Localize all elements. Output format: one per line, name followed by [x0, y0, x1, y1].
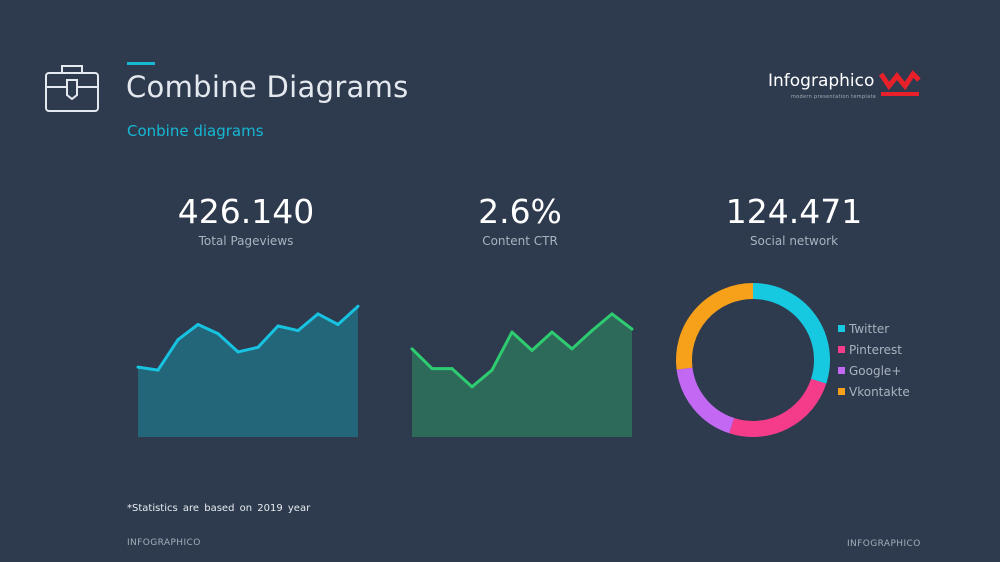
title-accent-bar [127, 62, 155, 65]
stat-social-network: 124.471 Social network [674, 192, 914, 248]
area-fill [138, 306, 358, 437]
stat-label: Social network [749, 234, 839, 248]
donut-legend: Twitter Pinterest Google+ Vkontakte [838, 318, 910, 402]
pageviews-area-chart [136, 304, 360, 437]
data-point [216, 332, 220, 336]
data-point [570, 347, 574, 351]
area-fill [412, 313, 632, 437]
data-point [236, 350, 240, 354]
data-point [196, 323, 200, 327]
series-line [410, 312, 633, 389]
footnote: *Statistics are based on 2019 year [127, 503, 311, 514]
footer-brand-left: INFOGRAPHICO [127, 538, 201, 548]
data-point [550, 330, 554, 334]
legend-item-twitter: Twitter [838, 318, 910, 339]
social-network-donut-chart [676, 283, 830, 437]
data-point [276, 324, 280, 328]
page-subtitle: Conbine diagrams [127, 122, 264, 140]
legend-label: Twitter [849, 321, 890, 336]
donut-slice-twitter [752, 283, 830, 384]
data-point [410, 347, 414, 351]
data-point [610, 312, 614, 316]
legend-swatch [838, 325, 845, 332]
data-point [590, 329, 594, 333]
legend-swatch [838, 346, 845, 353]
data-point [470, 385, 474, 389]
brand-name: Infographico [768, 71, 875, 91]
legend-swatch [838, 388, 845, 395]
legend-item-google-plus: Google+ [838, 360, 910, 381]
data-point [256, 345, 260, 349]
data-point [430, 367, 434, 371]
stat-label: Total Pageviews [198, 234, 294, 248]
page-title: Combine Diagrams [126, 70, 409, 104]
data-point [490, 368, 494, 372]
stat-value: 2.6% [478, 192, 562, 231]
donut-slice-pinterest [729, 378, 827, 437]
footer-brand-right: INFOGRAPHICO [847, 539, 921, 549]
data-point [510, 330, 514, 334]
donut-slice-vkontakte [676, 283, 754, 370]
briefcase-icon [45, 65, 99, 112]
data-point [356, 304, 360, 308]
brand-tagline: modern presentation template [791, 94, 877, 100]
series-line [137, 305, 360, 372]
legend-label: Google+ [849, 363, 902, 378]
legend-swatch [838, 367, 845, 374]
data-point [296, 329, 300, 333]
legend-label: Vkontakte [849, 384, 910, 399]
legend-label: Pinterest [849, 342, 903, 357]
legend-item-vkontakte: Vkontakte [838, 381, 910, 402]
data-point [316, 312, 320, 316]
stat-value: 124.471 [725, 192, 863, 231]
data-point [176, 338, 180, 342]
data-point [450, 367, 454, 371]
legend-item-pinterest: Pinterest [838, 339, 910, 360]
data-point [630, 327, 634, 331]
data-point [530, 348, 534, 352]
data-point [156, 368, 160, 372]
donut-slice-google [676, 367, 735, 434]
data-point [336, 323, 340, 327]
data-point [136, 365, 140, 369]
ctr-area-chart [410, 312, 634, 437]
brand-logo-icon [879, 70, 921, 96]
stat-content-ctr: 2.6% Content CTR [400, 192, 640, 248]
stat-total-pageviews: 426.140 Total Pageviews [126, 192, 366, 248]
stat-value: 426.140 [177, 192, 315, 231]
stat-label: Content CTR [482, 234, 558, 248]
